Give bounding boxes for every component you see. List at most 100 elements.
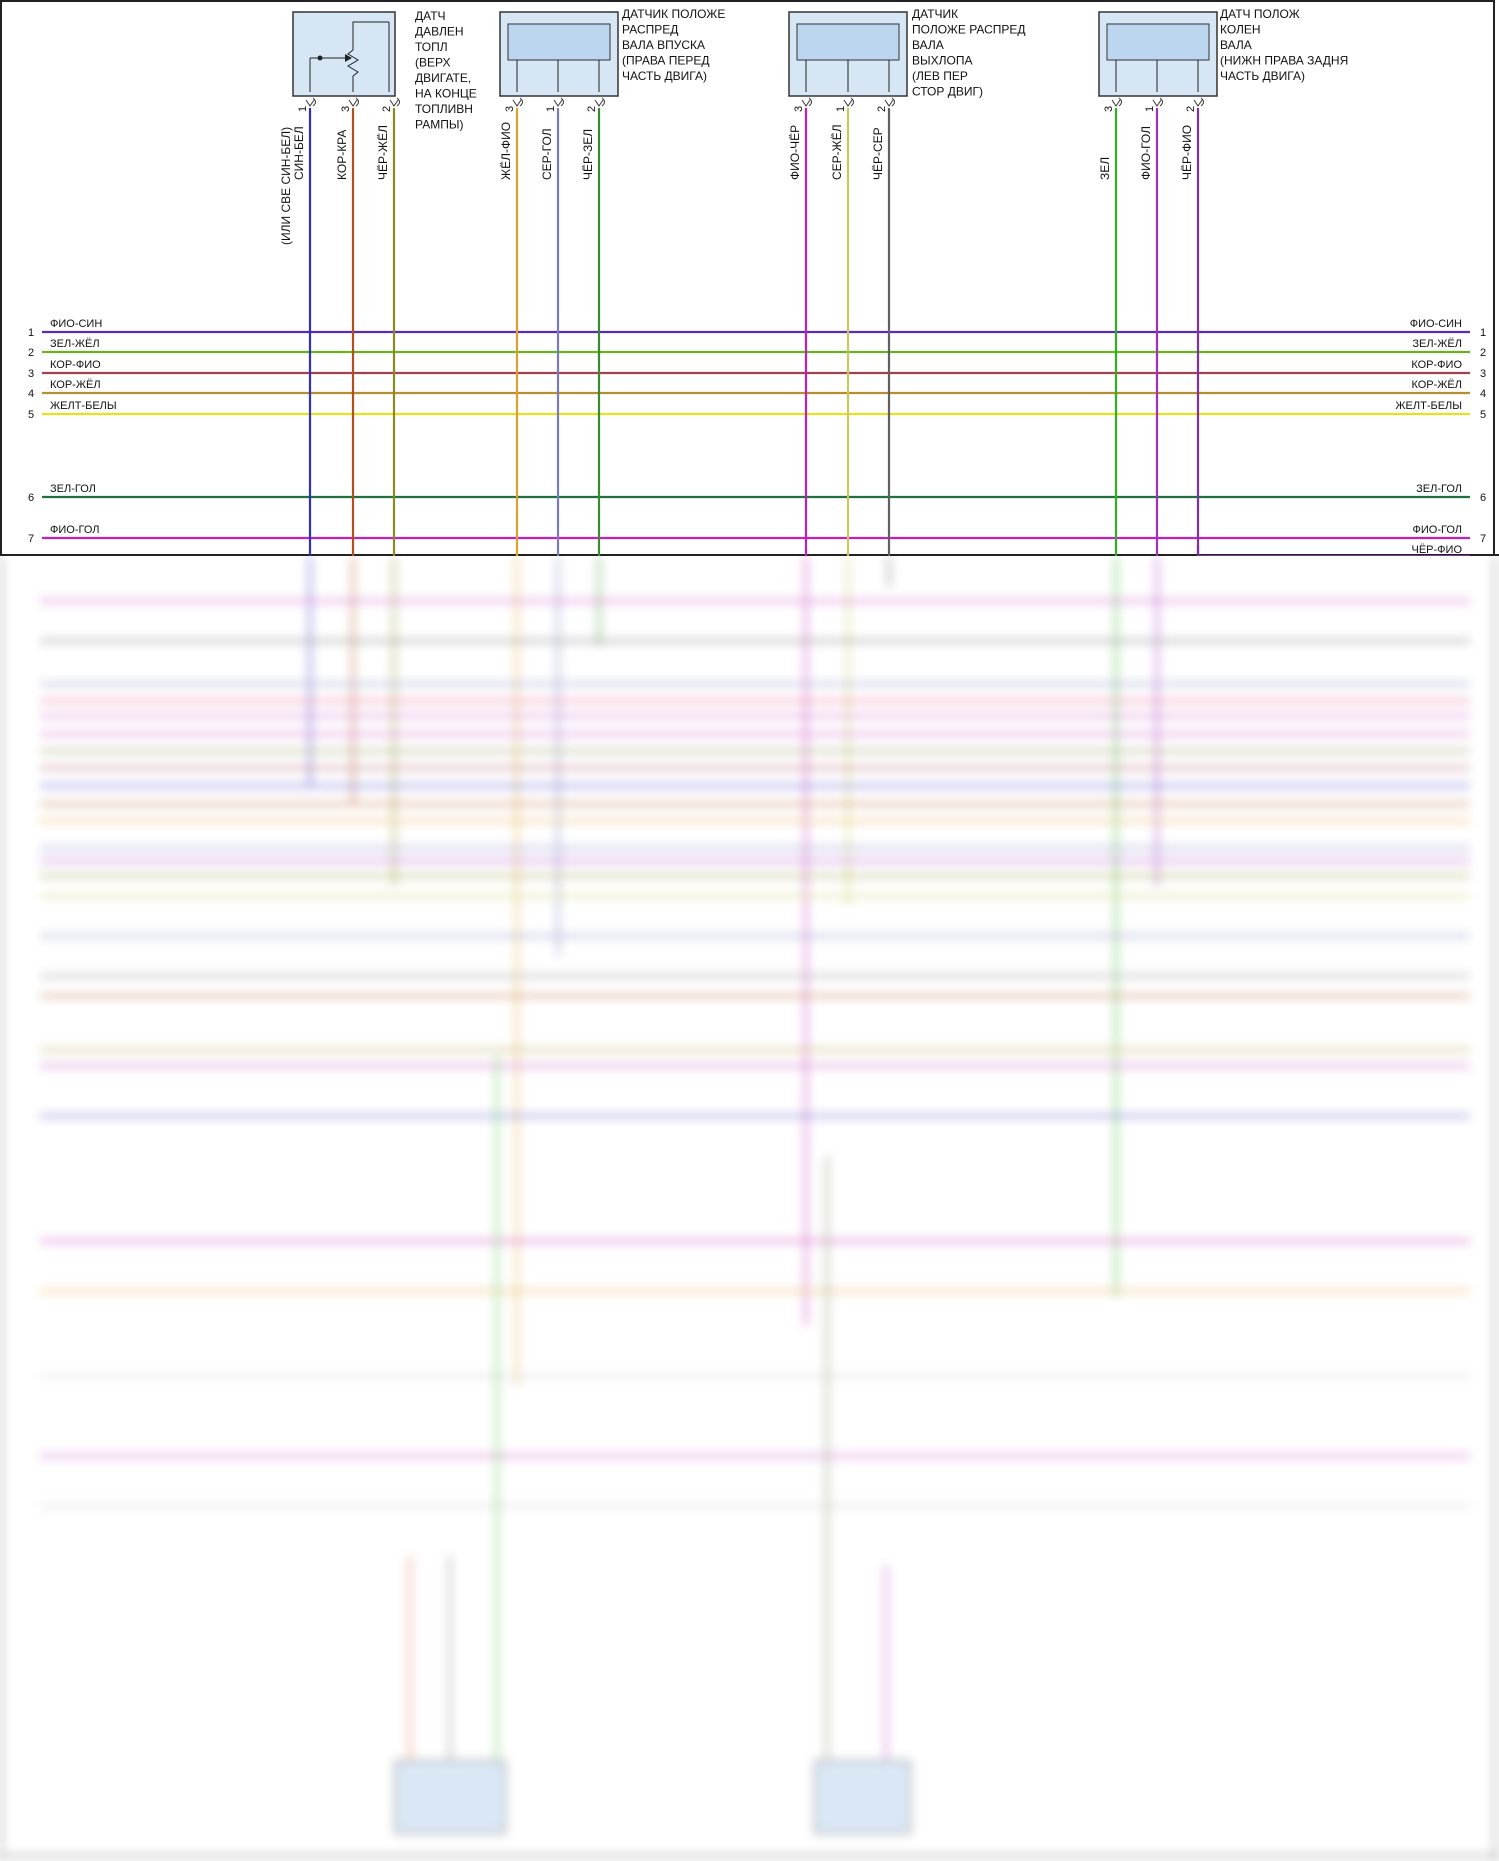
connector-arc-icon xyxy=(355,97,359,107)
bus-label-right: КОР-ЖЁЛ xyxy=(1411,379,1462,391)
sensor-label-line: ДВИГАТЕ, xyxy=(415,71,471,85)
wire-color-label: ЧЁР-ЗЕЛ xyxy=(581,129,595,180)
blurred-lower-section xyxy=(0,556,1499,1861)
bus-label-left: ЗЕЛ-ГОЛ xyxy=(50,483,96,495)
pin-number: 1 xyxy=(1144,106,1156,112)
wire-color-label: ЗЕЛ xyxy=(1098,157,1112,180)
bus-label-left: ФИО-ГОЛ xyxy=(50,524,99,536)
sensor-label-line: (НИЖН ПРАВА ЗАДНЯ xyxy=(1220,54,1348,68)
connector-pin-icon xyxy=(884,99,894,107)
sensor-label-line: ВАЛА xyxy=(912,38,944,52)
bus-label-right: ФИО-ГОЛ xyxy=(1413,524,1462,536)
connector-arc-icon xyxy=(312,97,316,107)
connector-arc-icon xyxy=(601,97,605,107)
bus-number-left: 3 xyxy=(28,368,34,380)
wire-color-label: ЧЁР-ФИО xyxy=(1180,125,1194,180)
bus-label-right: ЗЕЛ-ГОЛ xyxy=(1416,483,1462,495)
connector-pin-icon xyxy=(594,99,604,107)
diagram-frame xyxy=(0,0,1495,556)
pin-number: 2 xyxy=(1185,106,1197,112)
cam-intake-sensor xyxy=(499,11,619,97)
bus-number-right: 2 xyxy=(1480,347,1486,359)
sensor-label-line: РАМПЫ) xyxy=(415,118,463,132)
wire-color-label: ЧЁР-ЖЁЛ xyxy=(376,125,390,180)
bus-number-right: 7 xyxy=(1480,533,1486,545)
sensor-label-line: (ПРАВА ПЕРЕД xyxy=(622,54,710,68)
sensor-label-line: ВЫХЛОПА xyxy=(912,54,972,68)
pin-number: 1 xyxy=(835,106,847,112)
bus-label-right: ФИО-СИН xyxy=(1410,318,1462,330)
pin-number: 2 xyxy=(381,106,393,112)
connector-pins xyxy=(305,97,1204,107)
bus-number-left: 5 xyxy=(28,409,34,421)
bus-number-left: 7 xyxy=(28,533,34,545)
connector-arc-icon xyxy=(1200,97,1204,107)
blurred-sensor xyxy=(814,1760,911,1834)
wire-color-label: ЧЁР-СЕР xyxy=(871,127,885,180)
connector-arc-icon xyxy=(1159,97,1163,107)
pin-number: 3 xyxy=(504,106,516,112)
sensor-label-line: НА КОНЦЕ xyxy=(415,87,477,101)
bus-number-right: 1 xyxy=(1480,327,1486,339)
wire-color-label: СИН-БЕЛ xyxy=(292,126,306,180)
bus-label-left: КОР-ЖЁЛ xyxy=(50,379,101,391)
pin-number: 2 xyxy=(586,106,598,112)
wire-color-label: СЕР-ЖЁЛ xyxy=(830,124,844,180)
connector-pin-icon xyxy=(389,99,399,107)
connector-pin-icon xyxy=(305,99,315,107)
blurred-wiring xyxy=(0,556,1499,1861)
bus-number-right: 4 xyxy=(1480,388,1486,400)
connector-pin-icon xyxy=(843,99,853,107)
sensor-label-line: РАСПРЕД xyxy=(622,23,678,37)
pin-number: 1 xyxy=(297,106,309,112)
wire-color-label: ФИО-ЧЁР xyxy=(788,125,802,180)
sensor-label-line: КОЛЕН xyxy=(1220,23,1261,37)
connector-arc-icon xyxy=(1118,97,1122,107)
connector-pin-icon xyxy=(1111,99,1121,107)
connector-pin-icon xyxy=(1152,99,1162,107)
pin-number: 1 xyxy=(545,106,557,112)
connector-pin-icon xyxy=(348,99,358,107)
pin-number: 2 xyxy=(876,106,888,112)
bus-number-right: 6 xyxy=(1480,492,1486,504)
sensor-label-line: ДАТЧИК xyxy=(912,7,958,21)
connector-arc-icon xyxy=(560,97,564,107)
sensor-label-line: ДАТЧИК ПОЛОЖЕ xyxy=(622,7,725,21)
connector-pin-icon xyxy=(512,99,522,107)
sensor-label-line: ДАТЧ xyxy=(415,9,446,23)
connector-arc-icon xyxy=(808,97,812,107)
bus-number-right: 5 xyxy=(1480,409,1486,421)
sensor-label-line: ВАЛА ВПУСКА xyxy=(622,38,705,52)
pin-number: 3 xyxy=(340,106,352,112)
fuel-pressure-sensor xyxy=(292,11,396,97)
bus-wires: 1 1 ФИО-СИН ФИО-СИН 2 2 ЗЕЛ-ЖЁЛ ЗЕЛ-ЖЁЛ 3 3 КОР-ФИ… xyxy=(28,318,1486,556)
connector-arc-icon xyxy=(891,97,895,107)
cam-exhaust-sensor xyxy=(788,11,908,97)
crank-sensor xyxy=(1098,11,1218,97)
bus-number-left: 4 xyxy=(28,388,34,400)
sensor-label-line: ПОЛОЖЕ РАСПРЕД xyxy=(912,23,1026,37)
bus-label-left: ЖЕЛТ-БЕЛЫ xyxy=(50,400,117,412)
connector-arc-icon xyxy=(850,97,854,107)
blurred-sensor xyxy=(394,1760,506,1834)
bus-label-left: КОР-ФИО xyxy=(50,359,101,371)
sensor-label-line: (ВЕРХ xyxy=(415,56,450,70)
wire-color-label: ЖЁЛ-ФИО xyxy=(499,122,513,180)
wire-color-label: КОР-КРА xyxy=(335,130,349,180)
sensor-label-line: (ЛЕВ ПЕР xyxy=(912,69,968,83)
pin-number: 3 xyxy=(793,106,805,112)
sensor-label-line: ТОПЛ xyxy=(415,40,448,54)
bus-number-left: 2 xyxy=(28,347,34,359)
sensor-label-line: ЧАСТЬ ДВИГА) xyxy=(622,69,707,83)
connector-arc-icon xyxy=(519,97,523,107)
bus-label-extra: ЧЁР-ФИО xyxy=(1412,544,1463,556)
sensor-label-line: СТОР ДВИГ) xyxy=(912,85,983,99)
connector-pin-icon xyxy=(553,99,563,107)
sensor-label-line: ЧАСТЬ ДВИГА) xyxy=(1220,69,1305,83)
wire-color-label: СЕР-ГОЛ xyxy=(540,128,554,180)
blur-boundary-line xyxy=(0,554,1499,556)
connector-arc-icon xyxy=(396,97,400,107)
wire-alt-label: (ИЛИ СВЕ СИН-БЕЛ) xyxy=(279,127,293,245)
